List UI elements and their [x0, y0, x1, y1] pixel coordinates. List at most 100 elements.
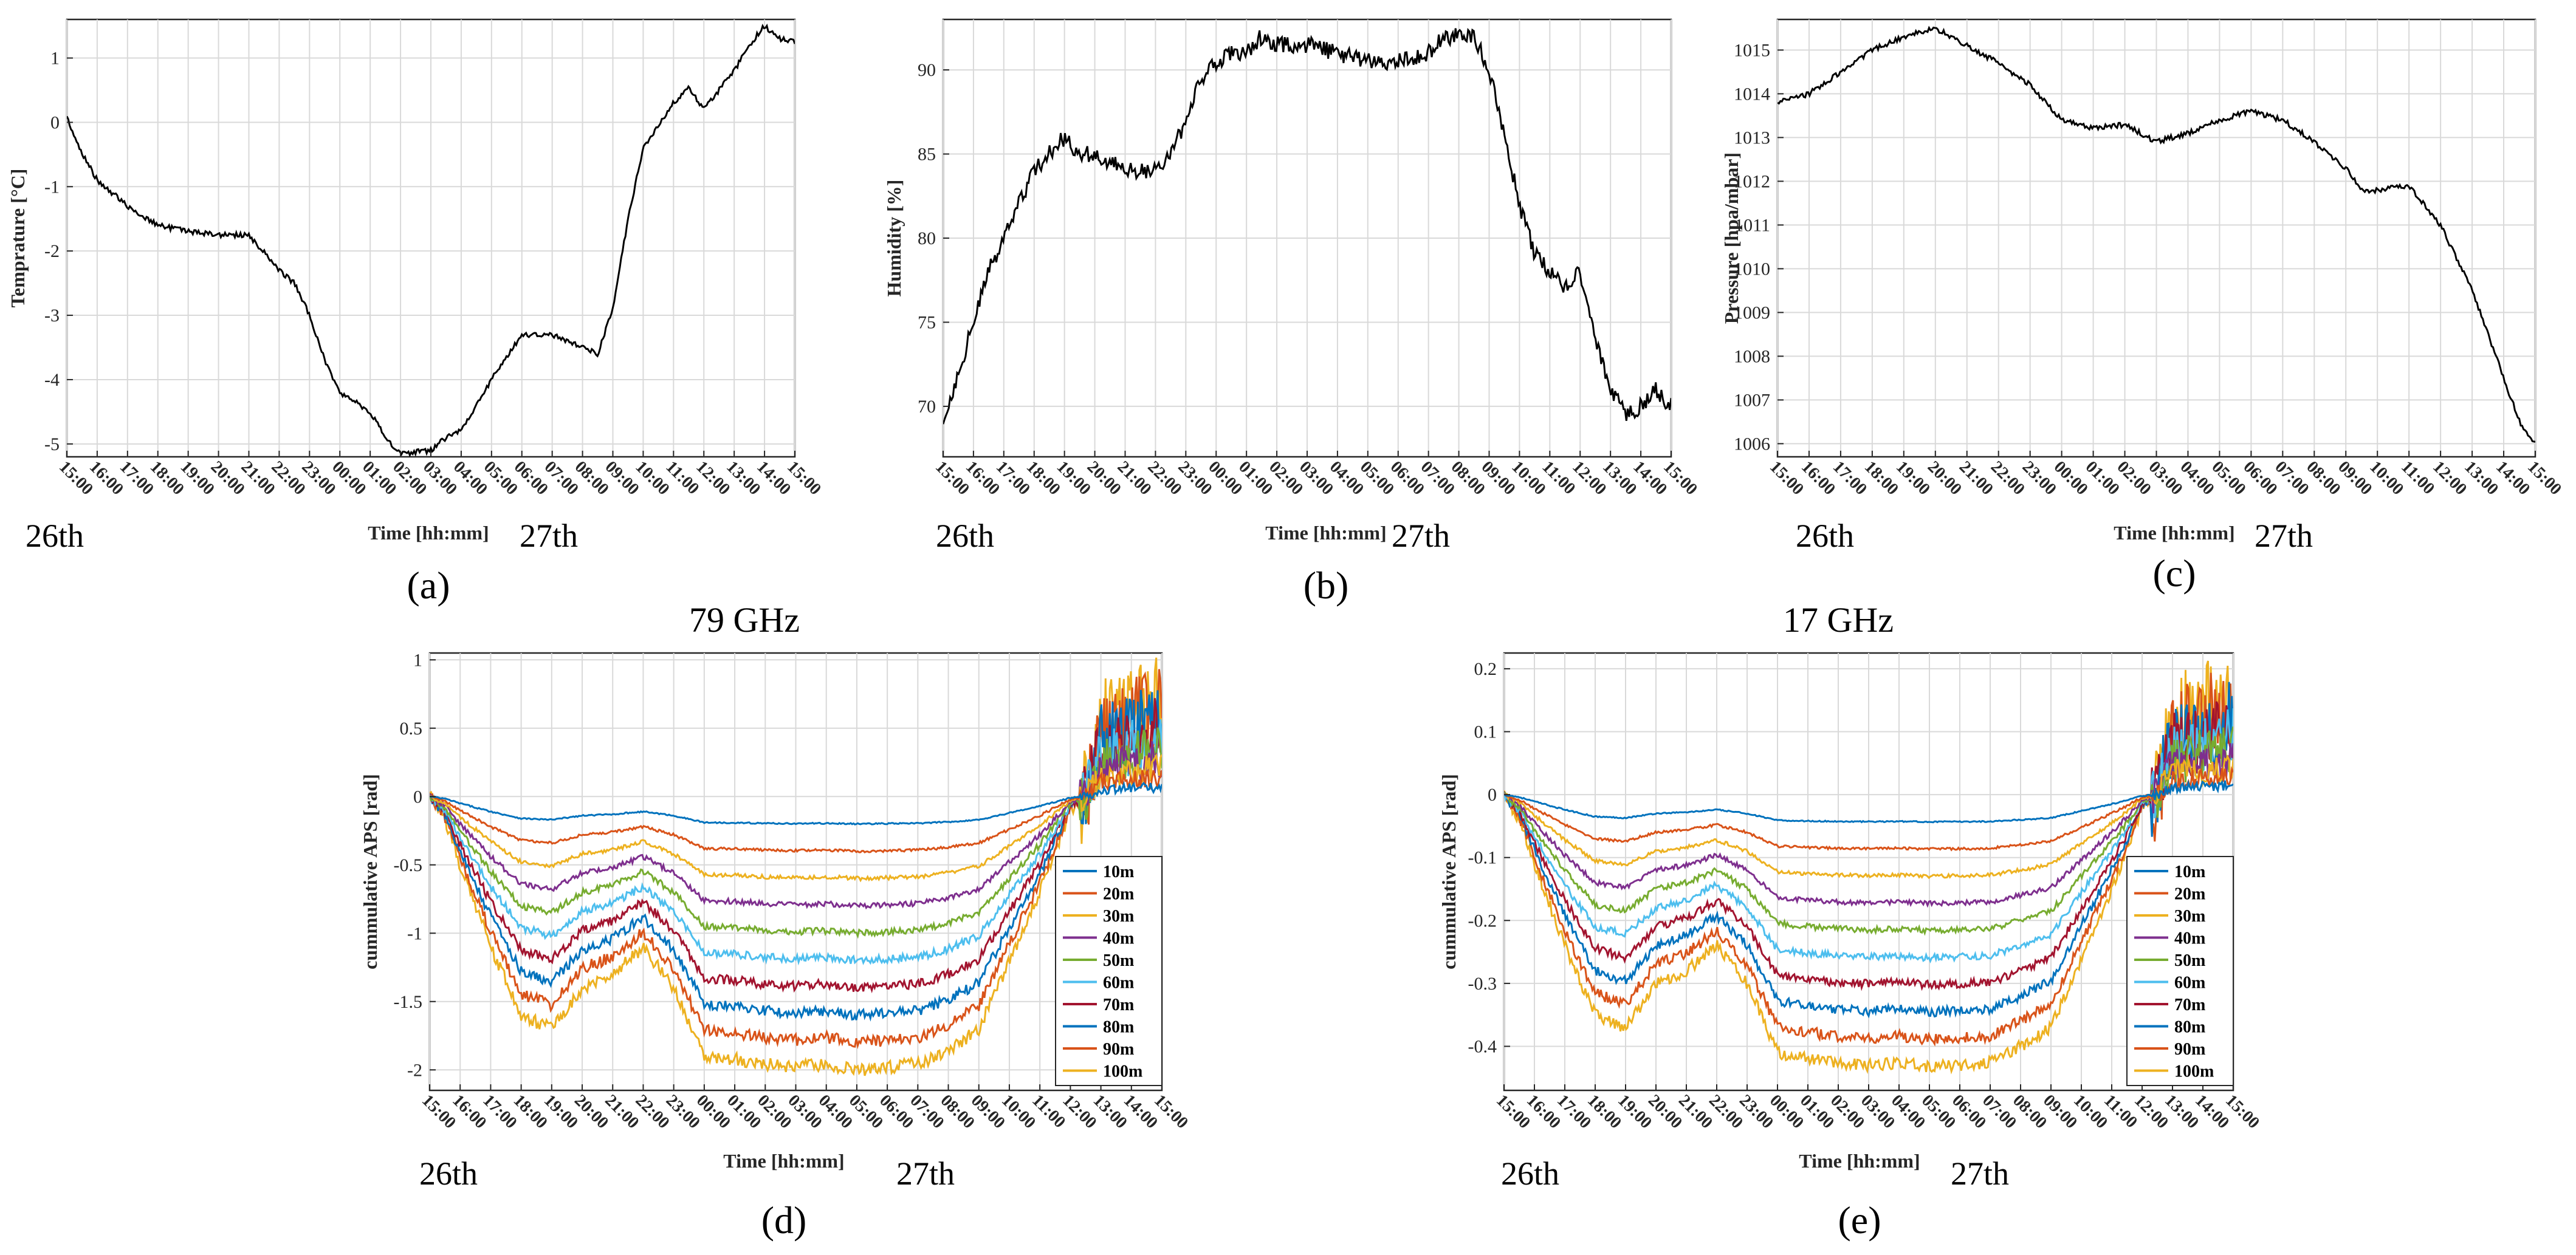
x-tick-label: 15:00 [2222, 1091, 2263, 1132]
day-label-end: 27th [896, 1155, 955, 1192]
series-line-90m [1504, 672, 2233, 1047]
y-tick-label: 1006 [1734, 434, 1770, 454]
x-tick-label: 16:00 [1798, 457, 1839, 499]
x-tick-label: 04:00 [2177, 457, 2218, 499]
x-tick-label: 02:00 [1265, 457, 1307, 499]
x-tick-label: 06:00 [510, 457, 552, 499]
x-tick-label: 16:00 [1523, 1091, 1564, 1132]
x-tick-label: 13:00 [723, 457, 764, 499]
series-group-d [430, 657, 1162, 1076]
x-tick-label: 12:00 [692, 457, 733, 499]
x-tick-label: 17:00 [992, 457, 1034, 499]
x-tick-label: 11:00 [1028, 1091, 1069, 1132]
panel-label: (e) [1838, 1199, 1881, 1242]
y-tick-label: 1015 [1734, 40, 1770, 60]
legend-label-90m: 90m [1103, 1040, 1134, 1059]
y-tick-label: 1009 [1734, 303, 1770, 323]
x-tick-label: 00:00 [1204, 457, 1246, 499]
series-line-50m [1504, 726, 2233, 936]
grid-c [1777, 19, 2536, 457]
series-line-70m [430, 698, 1162, 994]
panel-label: (b) [1303, 564, 1349, 607]
x-tick-label: 14:00 [753, 457, 794, 499]
y-tick-label: -0.5 [394, 855, 423, 875]
y-tick-label: 0 [50, 112, 60, 132]
y-tick-label: 1010 [1734, 259, 1770, 279]
y-axis-label: Pressure [hpa/mbar] [1720, 152, 1742, 324]
chart-d: 10.50-0.5-1-1.5-215:0016:0017:0018:0019:… [359, 600, 1192, 1242]
x-tick-label: 14:00 [1629, 457, 1671, 499]
y-axis-label: cummulative APS [rad] [1438, 774, 1460, 969]
x-axis-label: Time [hh:mm] [723, 1150, 844, 1172]
x-tick-label: 15:00 [418, 1091, 459, 1132]
x-tick-label: 05:00 [1356, 457, 1398, 499]
x-tick-label: 15:00 [783, 457, 825, 499]
x-tick-label: 09:00 [602, 457, 643, 499]
x-tick-label: 07:00 [906, 1091, 947, 1132]
x-tick-label: 23:00 [298, 457, 339, 499]
panel-label: (d) [761, 1199, 807, 1242]
panel-label: (a) [407, 564, 450, 607]
x-tick-label: 01:00 [1235, 457, 1276, 499]
x-tick-label: 12:00 [1568, 457, 1610, 499]
x-tick-label: 04:00 [450, 457, 491, 499]
chart-title: 79 GHz [689, 600, 800, 640]
series-line-60m [1504, 708, 2233, 964]
day-label-start: 26th [1796, 518, 1854, 554]
x-tick-label: 22:00 [1705, 1091, 1747, 1132]
series-line-40m [430, 741, 1162, 910]
y-tick-label: 0.5 [400, 719, 423, 739]
chart-a: 10-1-2-3-4-515:0016:0017:0018:0019:0020:… [7, 18, 825, 607]
x-tick-label: 13:00 [2461, 457, 2502, 499]
series-line-10m [430, 781, 1162, 826]
x-tick-label: 20:00 [1644, 1091, 1686, 1132]
x-tick-label: 15:00 [2524, 457, 2565, 499]
grid-a [66, 19, 795, 457]
x-tick-label: 13:00 [2161, 1091, 2202, 1132]
series-group-b [943, 27, 1671, 425]
legend-label-50m: 50m [1103, 951, 1134, 970]
y-tick-label: -1 [407, 923, 422, 943]
legend-label-80m: 80m [2174, 1018, 2205, 1037]
y-tick-label: 1014 [1734, 84, 1770, 104]
chart-e: 0.20.10-0.1-0.2-0.3-0.415:0016:0017:0018… [1438, 600, 2263, 1242]
x-tick-label: 04:00 [815, 1091, 856, 1132]
series-line-a [67, 23, 795, 457]
x-tick-label: 22:00 [1987, 457, 2028, 499]
series-line-50m [430, 727, 1162, 939]
x-tick-label: 00:00 [693, 1091, 734, 1132]
y-tick-label: -0.2 [1468, 911, 1497, 931]
x-tick-label: 02:00 [2114, 457, 2155, 499]
day-label-end: 27th [1951, 1155, 2009, 1192]
x-tick-label: 22:00 [632, 1091, 673, 1132]
x-tick-label: 10:00 [998, 1091, 1039, 1132]
x-tick-label: 01:00 [2082, 457, 2123, 499]
x-tick-label: 17:00 [1553, 1091, 1595, 1132]
x-tick-label: 22:00 [1144, 457, 1185, 499]
x-tick-label: 09:00 [1478, 457, 1519, 499]
x-tick-label: 07:00 [2271, 457, 2312, 499]
day-label-end: 27th [520, 518, 578, 554]
x-tick-label: 10:00 [1508, 457, 1549, 499]
y-tick-label: 90 [918, 60, 936, 80]
y-tick-label: -1 [44, 177, 60, 197]
x-tick-label: 21:00 [238, 457, 279, 499]
y-tick-label: 1011 [1734, 215, 1770, 235]
x-tick-label: 05:00 [845, 1091, 887, 1132]
legend-label-60m: 60m [1103, 974, 1134, 993]
x-tick-label: 12:00 [2429, 457, 2470, 499]
legend-label-20m: 20m [1103, 885, 1134, 904]
legend-label-30m: 30m [2174, 907, 2205, 926]
y-tick-label: -0.4 [1468, 1036, 1497, 1056]
legend-label-40m: 40m [2174, 929, 2205, 948]
x-tick-label: 19:00 [540, 1091, 582, 1132]
x-tick-label: 11:00 [2397, 457, 2438, 498]
y-tick-label: 1013 [1734, 128, 1770, 148]
x-tick-label: 02:00 [1827, 1091, 1868, 1132]
x-tick-label: 12:00 [2131, 1091, 2172, 1132]
day-label-end: 27th [2255, 518, 2313, 554]
y-tick-label: 0.1 [1474, 722, 1497, 742]
x-tick-label: 13:00 [1599, 457, 1640, 499]
x-tick-label: 19:00 [1053, 457, 1094, 499]
